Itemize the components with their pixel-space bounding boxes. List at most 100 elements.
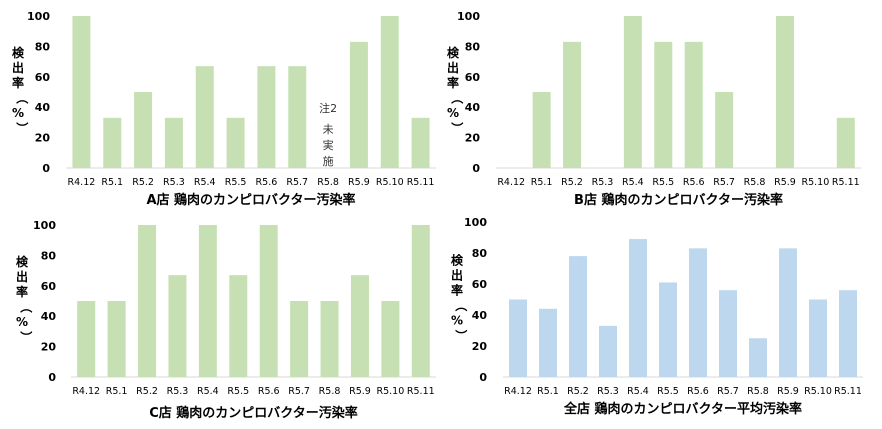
bar-R5.1 bbox=[532, 92, 551, 168]
bar-R5.5 bbox=[654, 41, 673, 169]
x-tick-label: R5.10 bbox=[804, 386, 832, 397]
bar-R5.6 bbox=[257, 66, 276, 168]
svg-text:検: 検 bbox=[451, 253, 464, 268]
x-tick-label: R5.3 bbox=[597, 386, 619, 397]
svg-text:出: 出 bbox=[16, 269, 28, 284]
x-tick-label: R5.11 bbox=[832, 177, 860, 188]
svg-text:）: ） bbox=[454, 329, 469, 341]
svg-text:検: 検 bbox=[447, 45, 460, 60]
bar-R5.11 bbox=[411, 225, 430, 377]
y-tick-label: 0 bbox=[48, 371, 56, 384]
annotation-note: 注2 bbox=[319, 101, 337, 115]
x-tick-label: R5.5 bbox=[652, 177, 674, 188]
x-tick-label: R4.12 bbox=[72, 386, 100, 397]
x-tick-label: R5.10 bbox=[376, 177, 404, 188]
svg-text:出: 出 bbox=[451, 268, 463, 283]
x-tick-label: R5.2 bbox=[561, 177, 583, 188]
svg-text:率: 率 bbox=[447, 75, 459, 90]
bar-R5.10 bbox=[380, 16, 399, 168]
x-tick-label: R5.8 bbox=[319, 386, 341, 397]
x-tick-label: R5.1 bbox=[101, 177, 123, 188]
y-tick-label: 40 bbox=[35, 101, 51, 114]
x-tick-label: R5.7 bbox=[717, 386, 739, 397]
y-tick-label: 0 bbox=[472, 162, 480, 175]
x-tick-label: R5.2 bbox=[132, 177, 154, 188]
bar-R5.2 bbox=[569, 256, 587, 377]
annotation-text: 未 bbox=[323, 123, 334, 136]
chart-title: C店 鶏肉のカンピロバクター汚染率 bbox=[149, 405, 358, 421]
y-tick-label: 0 bbox=[42, 162, 50, 175]
bar-R5.8 bbox=[749, 338, 767, 377]
bar-R5.4 bbox=[195, 66, 214, 168]
y-tick-label: 20 bbox=[41, 341, 57, 354]
y-tick-label: 20 bbox=[35, 132, 51, 145]
y-axis-label: 検出率（%） bbox=[12, 45, 30, 134]
x-tick-label: R5.10 bbox=[801, 177, 829, 188]
svg-text:率: 率 bbox=[16, 284, 28, 299]
y-tick-label: 20 bbox=[465, 132, 481, 145]
bar-R5.4 bbox=[623, 16, 642, 168]
x-tick-label: R5.9 bbox=[349, 386, 371, 397]
bar-R5.1 bbox=[103, 117, 122, 168]
bar-R5.11 bbox=[839, 290, 857, 377]
bar-R5.6 bbox=[259, 225, 278, 377]
svg-text:%: % bbox=[12, 106, 24, 120]
y-axis-label: 検出率（%） bbox=[16, 254, 34, 343]
bar-chart-1: 0 20 40 60 80 100 R4.12 R5.1 R5.2 R5.3 R5.4 R5.5 R5.… bbox=[12, 10, 436, 208]
bar-R5.7 bbox=[719, 290, 737, 377]
x-tick-label: R5.9 bbox=[348, 177, 370, 188]
svg-text:）: ） bbox=[450, 122, 465, 134]
svg-text:検: 検 bbox=[12, 45, 25, 60]
x-tick-label: R5.6 bbox=[256, 177, 278, 188]
bar-R5.5 bbox=[229, 275, 248, 377]
bar-R5.9 bbox=[779, 248, 797, 377]
x-tick-label: R5.11 bbox=[407, 386, 435, 397]
x-tick-label: R5.11 bbox=[834, 386, 862, 397]
y-tick-label: 80 bbox=[35, 40, 51, 53]
y-axis-label: 検出率（%） bbox=[451, 253, 469, 342]
x-tick-label: R5.4 bbox=[627, 386, 649, 397]
svg-text:（: （ bbox=[19, 301, 34, 313]
bar-R5.2 bbox=[134, 92, 153, 168]
bar-R5.7 bbox=[288, 66, 307, 168]
x-tick-label: R5.4 bbox=[197, 386, 219, 397]
svg-text:率: 率 bbox=[12, 75, 24, 90]
svg-text:%: % bbox=[16, 315, 28, 329]
bar-R5.3 bbox=[168, 275, 187, 377]
x-tick-label: R5.9 bbox=[777, 386, 799, 397]
svg-text:%: % bbox=[447, 106, 459, 120]
bar-R5.3 bbox=[599, 325, 617, 377]
annotation-text: 実 bbox=[323, 138, 334, 152]
bar-R5.4 bbox=[629, 239, 647, 377]
x-tick-label: R5.2 bbox=[136, 386, 158, 397]
x-tick-label: R5.7 bbox=[286, 177, 308, 188]
x-tick-label: R5.7 bbox=[288, 386, 310, 397]
svg-text:（: （ bbox=[454, 299, 469, 311]
bar-R5.6 bbox=[689, 248, 707, 377]
y-tick-label: 60 bbox=[472, 278, 488, 291]
y-tick-label: 100 bbox=[33, 219, 56, 232]
bar-R5.2 bbox=[563, 41, 582, 169]
svg-text:%: % bbox=[451, 314, 463, 328]
bar-R5.10 bbox=[809, 299, 827, 377]
bar-R5.9 bbox=[775, 16, 794, 168]
x-tick-label: R5.1 bbox=[537, 386, 559, 397]
chart-title: 全店 鶏肉のカンピロバクター平均汚染率 bbox=[563, 401, 802, 417]
x-tick-label: R4.12 bbox=[497, 177, 525, 188]
bar-chart-4: 0 20 40 60 80 100 R4.12 R5.1 R5.2 R5.3 R5.4 R5.5 R5.… bbox=[451, 216, 863, 417]
x-tick-label: R5.9 bbox=[774, 177, 796, 188]
x-tick-label: R5.8 bbox=[747, 386, 769, 397]
svg-text:（: （ bbox=[15, 92, 30, 104]
bar-R4.12 bbox=[77, 301, 96, 377]
svg-text:出: 出 bbox=[12, 60, 24, 75]
svg-text:検: 検 bbox=[16, 254, 29, 269]
x-tick-label: R5.5 bbox=[227, 386, 249, 397]
y-tick-label: 40 bbox=[41, 310, 57, 323]
x-tick-label: R5.2 bbox=[567, 386, 589, 397]
bar-R5.9 bbox=[350, 275, 369, 377]
y-tick-label: 100 bbox=[464, 216, 487, 229]
bar-R5.2 bbox=[138, 225, 157, 377]
bar-R5.8 bbox=[320, 301, 339, 377]
chart-title: B店 鶏肉のカンピロバクター汚染率 bbox=[574, 192, 783, 208]
